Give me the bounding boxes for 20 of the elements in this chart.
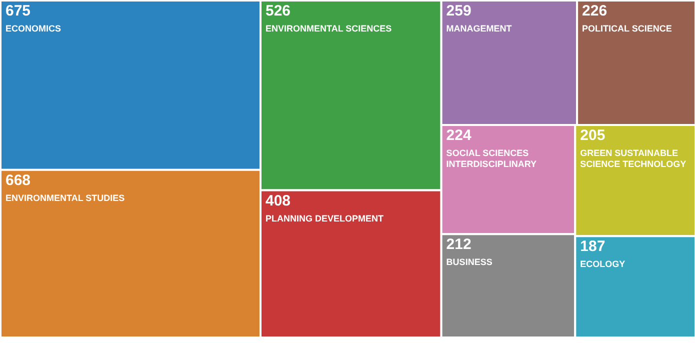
data-label: 675 xyxy=(6,2,31,20)
category-label: ECOLOGY xyxy=(580,259,626,270)
data-label: 205 xyxy=(580,126,606,144)
category-label: POLITICAL SCIENCE xyxy=(582,24,672,34)
category-label: PLANNING DEVELOPMENT xyxy=(265,213,384,224)
category-label: MANAGEMENT xyxy=(446,24,512,34)
data-label: 259 xyxy=(446,2,472,20)
category-label: BUSINESS xyxy=(446,257,492,268)
data-label: 408 xyxy=(265,192,291,210)
data-label: 226 xyxy=(582,2,608,20)
data-label: 526 xyxy=(265,2,291,20)
category-label: ENVIRONMENTAL SCIENCES xyxy=(265,24,392,34)
category-label: SOCIAL SCIENCES INTERDISCIPLINARY xyxy=(446,148,536,169)
data-label: 187 xyxy=(580,238,606,256)
category-label: ECONOMICS xyxy=(6,24,62,34)
data-label: 224 xyxy=(446,126,472,144)
category-label: GREEN SUSTAINABLE SCIENCE TECHNOLOGY xyxy=(580,148,686,169)
data-label: 668 xyxy=(6,172,31,189)
data-label: 212 xyxy=(446,236,472,254)
category-label: ENVIRONMENTAL STUDIES xyxy=(6,192,125,203)
